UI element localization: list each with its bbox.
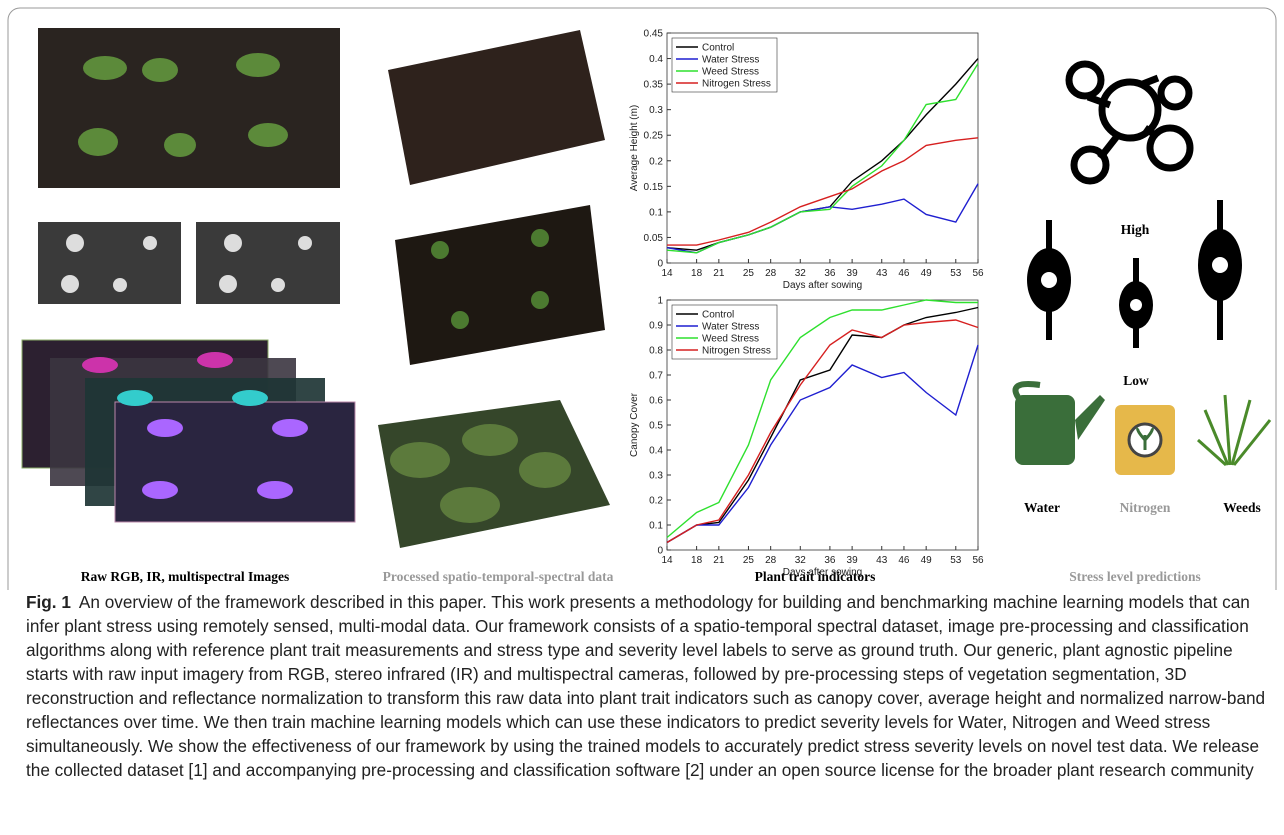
charts: 0 0.05 0.1 0.15 0.2 0.25 0.3 0.35 0.4 0.45 14 18 21 2…	[629, 29, 984, 579]
level-label: Low	[1123, 373, 1149, 388]
x-tick-label: 28	[765, 555, 777, 566]
x-axis-label: Days after sowing	[783, 280, 862, 291]
y-tick-label: 0.35	[644, 80, 664, 91]
x-tick-label: 21	[713, 555, 725, 566]
y-tick-label: 0.3	[649, 105, 663, 116]
y-axis-label: Canopy Cover	[629, 392, 640, 457]
y-tick-label: 0.4	[649, 54, 663, 65]
processed-plants	[431, 229, 549, 329]
y-tick-label: 0.2	[649, 496, 663, 507]
x-tick-label: 36	[824, 555, 836, 566]
x-tick-label: 14	[661, 268, 673, 279]
ir-plants	[61, 234, 312, 293]
y-tick-label: 0.1	[649, 521, 663, 532]
x-tick-label: 56	[972, 268, 984, 279]
x-tick-label: 25	[743, 268, 755, 279]
x-tick-label: 32	[795, 555, 807, 566]
x-tick-label: 39	[847, 268, 859, 279]
x-tick-label: 53	[950, 268, 962, 279]
panel-label: Stress level predictions	[1069, 569, 1201, 584]
series-line	[666, 299, 978, 539]
x-tick-label: 53	[950, 555, 962, 566]
icon-label: Weeds	[1223, 500, 1261, 515]
x-tick-label: 25	[743, 555, 755, 566]
series-line	[667, 137, 979, 246]
legend-label: Weed Stress	[702, 67, 759, 78]
y-tick-label: 0.5	[649, 421, 663, 432]
rgb-image	[38, 28, 340, 188]
x-tick-label: 21	[713, 268, 725, 279]
panel-label: Plant trait indicators	[755, 569, 876, 584]
3d-leaves	[390, 424, 571, 523]
x-tick-label: 28	[765, 268, 777, 279]
ir-image	[38, 222, 181, 304]
series-line	[666, 63, 979, 254]
y-tick-label: 0.15	[644, 182, 664, 193]
y-tick-label: 0.1	[649, 207, 663, 218]
y-tick-label: 0.45	[644, 29, 664, 40]
series-line	[666, 319, 979, 544]
y-tick-label: 1	[657, 296, 663, 307]
x-tick-label: 49	[921, 555, 933, 566]
ir-image	[196, 222, 340, 304]
y-tick-label: 0	[657, 546, 663, 557]
y-tick-label: 0.7	[649, 371, 663, 382]
series-line	[666, 306, 979, 544]
caption: Fig. 1 An overview of the framework descr…	[26, 590, 1266, 782]
y-tick-label: 0	[657, 259, 663, 270]
x-tick-label: 18	[691, 268, 703, 279]
legend-label: Control	[702, 310, 734, 321]
x-tick-label: 36	[824, 268, 836, 279]
caption-text: An overview of the framework described i…	[26, 592, 1266, 780]
icon-label: Water	[1024, 500, 1060, 515]
network-icon	[1065, 60, 1194, 185]
y-axis-label: Average Height (m)	[629, 105, 640, 192]
pin-holes	[1041, 257, 1228, 311]
x-tick-label: 43	[876, 268, 888, 279]
panel-label: Processed spatio-temporal-spectral data	[383, 569, 614, 584]
y-tick-label: 0.2	[649, 156, 663, 167]
x-axis-label: Days after sowing	[783, 567, 862, 578]
figure: High Low Water Nitrogen Weeds Raw RGB, I…	[7, 7, 1277, 590]
level-label: High	[1121, 222, 1150, 237]
legend-label: Water Stress	[702, 322, 759, 333]
series-line	[666, 344, 979, 544]
caption-label: Fig. 1	[26, 592, 71, 612]
x-tick-label: 43	[876, 555, 888, 566]
y-tick-label: 0.9	[649, 321, 663, 332]
legend-label: Water Stress	[702, 55, 759, 66]
panel-label: Raw RGB, IR, multispectral Images	[81, 569, 290, 584]
legend-label: Control	[702, 43, 734, 54]
3d-reconstruction	[378, 400, 610, 548]
fertilizer-bag	[1115, 405, 1175, 475]
x-tick-label: 49	[921, 268, 933, 279]
ms-plants	[82, 352, 308, 499]
x-tick-label: 32	[795, 268, 807, 279]
icon-label: Nitrogen	[1120, 500, 1171, 515]
ms-image	[114, 401, 356, 523]
x-tick-label: 18	[691, 555, 703, 566]
y-tick-label: 0.6	[649, 396, 663, 407]
weeds-icon	[1197, 394, 1272, 467]
y-tick-label: 0.25	[644, 131, 664, 142]
processed-image	[395, 205, 605, 365]
figure-frame	[7, 7, 1277, 590]
watering-can	[1012, 381, 1105, 465]
x-tick-label: 46	[898, 268, 910, 279]
x-tick-label: 14	[661, 555, 673, 566]
x-tick-label: 46	[898, 555, 910, 566]
legend-label: Nitrogen Stress	[702, 346, 771, 357]
plants	[78, 53, 288, 157]
y-tick-label: 0.8	[649, 346, 663, 357]
y-tick-label: 0.4	[649, 446, 663, 457]
legend-label: Weed Stress	[702, 334, 759, 345]
legend-label: Nitrogen Stress	[702, 79, 771, 90]
processed-image	[388, 30, 605, 185]
x-tick-label: 39	[847, 555, 859, 566]
y-tick-label: 0.05	[644, 233, 664, 244]
x-tick-label: 56	[972, 555, 984, 566]
y-tick-label: 0.3	[649, 471, 663, 482]
